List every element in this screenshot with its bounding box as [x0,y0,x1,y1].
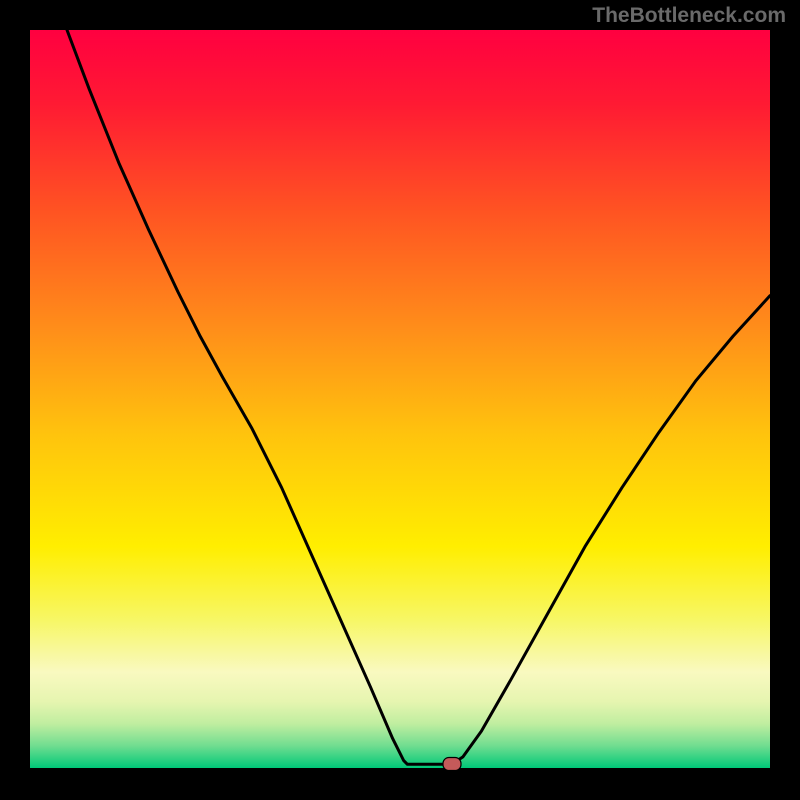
optimum-marker [441,756,463,773]
chart-container: TheBottleneck.com [0,0,800,800]
plot-area [30,30,770,768]
bottleneck-curve [30,30,770,768]
watermark-text: TheBottleneck.com [592,4,786,28]
